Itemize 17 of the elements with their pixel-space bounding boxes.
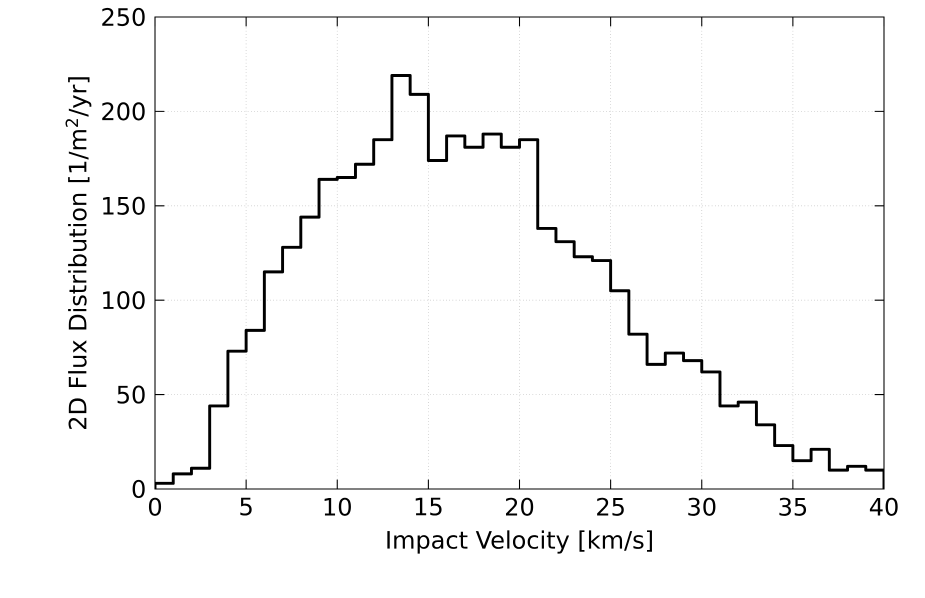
x-tick-label: 20 — [506, 498, 534, 516]
y-tick-label: 50 — [118, 386, 145, 404]
y-tick-label: 200 — [102, 102, 145, 120]
x-tick-label: 5 — [240, 498, 252, 516]
x-tick-label: 35 — [779, 498, 806, 516]
y-axis-title: 2D Flux Distribution [1/m$^{2}$/yr] — [66, 77, 92, 429]
x-axis-title: Impact Velocity [km/s] — [387, 530, 652, 554]
x-tick-label: 30 — [688, 498, 716, 516]
x-tick-label: 40 — [870, 498, 898, 516]
y-tick-label: 250 — [102, 8, 145, 26]
x-tick-label: 0 — [148, 498, 162, 516]
x-tick-label: 25 — [597, 498, 624, 516]
y-tick-label: 100 — [103, 291, 145, 310]
y-tick-label: 150 — [103, 196, 145, 215]
x-tick-label: 15 — [416, 498, 442, 516]
x-tick-label: 10 — [324, 498, 351, 516]
y-tick-label: 0 — [132, 480, 145, 498]
